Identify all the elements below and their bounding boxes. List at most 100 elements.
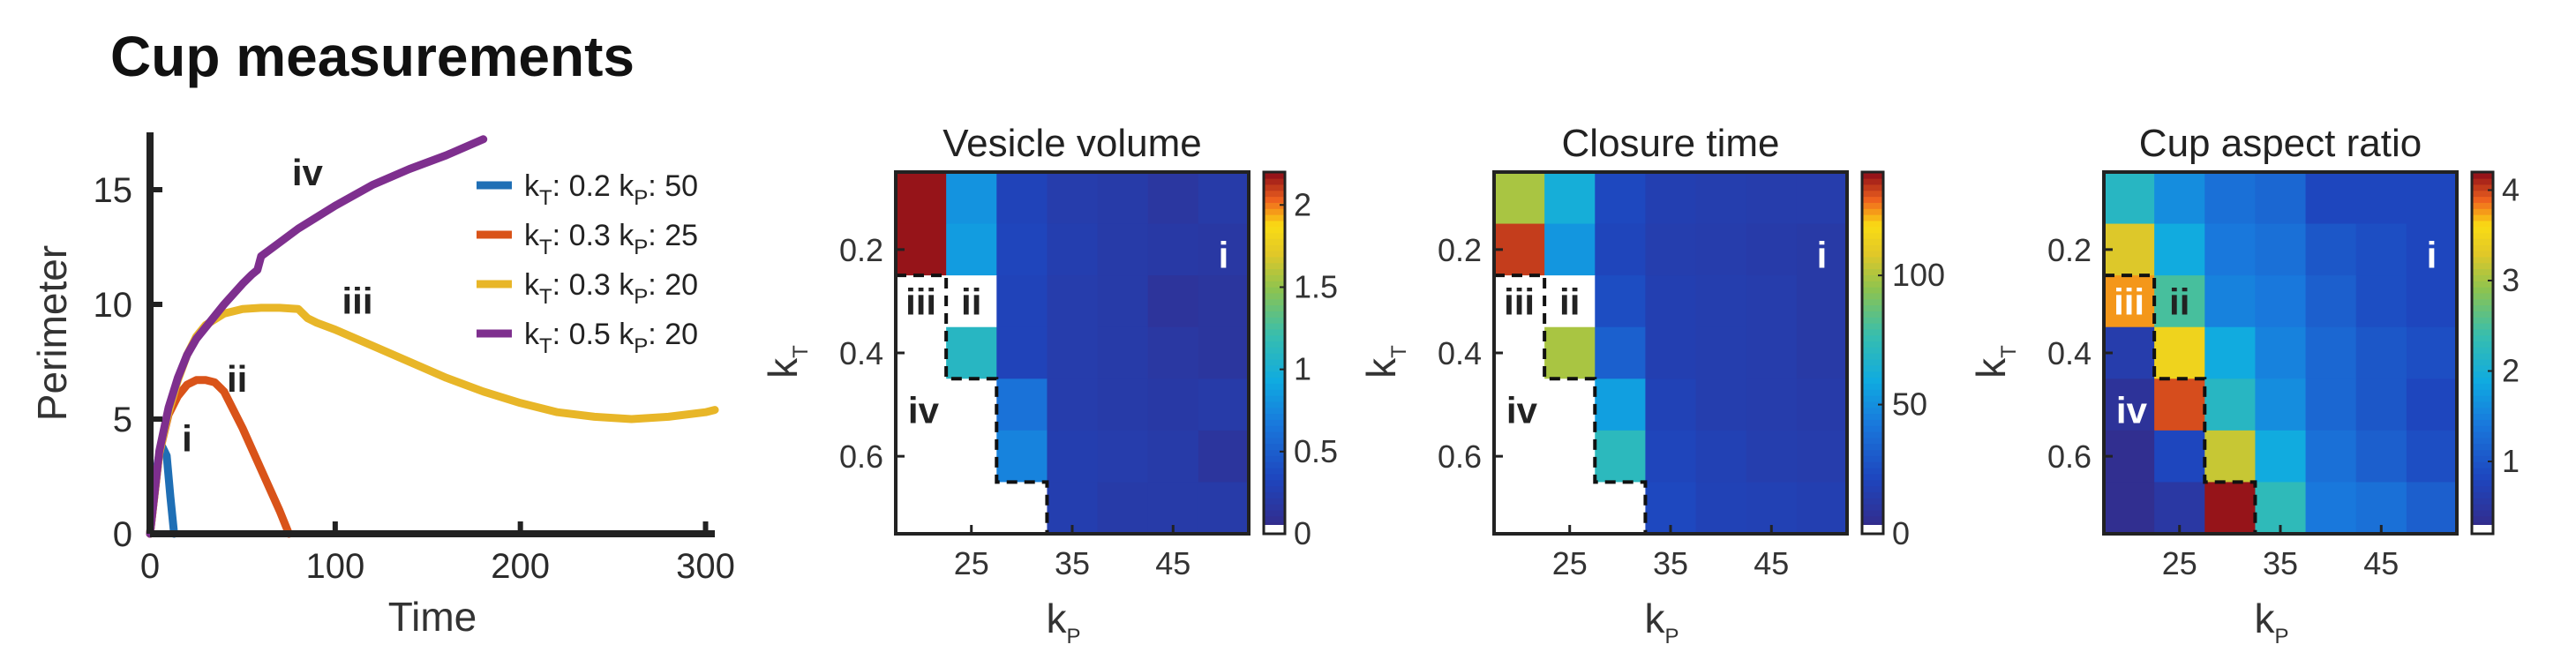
legend-text: : 0.5 k: [552, 318, 635, 351]
legend-subscript: T: [539, 186, 552, 210]
region-label: ii: [2169, 281, 2189, 322]
colorbar-segment: [2472, 250, 2493, 258]
colorbar-segment: [1264, 407, 1285, 415]
heatmap-cell: [1097, 172, 1149, 225]
legend-entry: kT: 0.3 kP: 25: [524, 219, 698, 259]
heatmap-cell: [1147, 172, 1199, 225]
colorbar-segment: [1862, 268, 1883, 275]
colorbar-segment: [2472, 491, 2493, 498]
region-label: iv: [2116, 389, 2148, 431]
colorbar-segment: [1264, 322, 1285, 330]
colorbar-segment: [2472, 328, 2493, 336]
heatmap-cell: [1198, 326, 1250, 379]
colorbar-segment: [2472, 286, 2493, 294]
region-boundary: [2104, 274, 2257, 534]
colorbar-segment: [1862, 311, 1883, 318]
legend-text: k: [524, 219, 540, 252]
colorbar-segment: [1264, 268, 1285, 275]
heatmap-cell: [2255, 223, 2307, 276]
heatmap-cell: [2406, 172, 2458, 225]
colorbar-segment: [1264, 498, 1285, 505]
heatmap-cell: [2255, 326, 2307, 379]
colorbar-segment: [1862, 298, 1883, 306]
colorbar-segment: [2472, 347, 2493, 354]
x-tick-label: 45: [1754, 545, 1789, 581]
x-axis-label-sub: P: [1664, 625, 1679, 648]
y-axis-label: kT: [1968, 345, 2021, 378]
colorbar-segment: [2472, 358, 2493, 366]
colorbar-segment: [1264, 503, 1285, 511]
heatmap-cell: [1746, 275, 1798, 328]
heatmap-cell: [2355, 275, 2407, 328]
y-axis-label-k: k: [1968, 357, 2014, 378]
colorbar-segment: [1264, 311, 1285, 318]
heatmap-cell: [2204, 326, 2257, 379]
colorbar-segment: [1264, 419, 1285, 426]
region-label: iv: [908, 389, 940, 431]
colorbar-segment: [2472, 184, 2493, 191]
legend-text: k: [524, 268, 540, 302]
colorbar-segment: [2472, 419, 2493, 426]
heatmap-cell: [2305, 326, 2357, 379]
heatmap-cell: [2305, 275, 2357, 328]
region-label: iii: [905, 281, 936, 322]
colorbar-segment: [1264, 177, 1285, 185]
x-tick-label: 0: [140, 547, 160, 586]
colorbar-segment: [2472, 334, 2493, 342]
curve-annotation: ii: [227, 358, 247, 400]
legend-subscript: T: [539, 334, 552, 358]
region-label: iv: [1506, 389, 1538, 431]
colorbar-segment: [1862, 389, 1883, 396]
colorbar-segment: [1264, 473, 1285, 481]
colorbar-segment: [1862, 461, 1883, 468]
x-axis-label-sub: P: [1066, 625, 1080, 648]
colorbar-segment: [1862, 292, 1883, 300]
colorbar-segment: [1862, 334, 1883, 342]
heatmap-cell: [1746, 430, 1798, 483]
colorbar-segment: [2472, 498, 2493, 505]
colorbar-segment: [1264, 389, 1285, 396]
colorbar-tick-label: 2: [2502, 353, 2520, 389]
legend-text: k: [524, 169, 540, 203]
colorbar-segment: [1862, 371, 1883, 378]
colorbar-segment: [1264, 371, 1285, 378]
heatmap-cell: [1746, 378, 1798, 431]
heatmap-cell: [1796, 326, 1848, 379]
heatmap-cell: [996, 430, 1048, 483]
colorbar-segment: [1264, 202, 1285, 209]
heatmap-cell: [1494, 482, 1545, 535]
y-tick-label: 0.4: [1438, 335, 1482, 371]
legend-text: : 0.3 k: [552, 268, 635, 302]
heatmap-cell: [1047, 326, 1099, 379]
heatmap-cell: [2355, 223, 2407, 276]
heatmap-cell: [2154, 275, 2205, 328]
colorbar-segment: [1862, 196, 1883, 203]
colorbar-segment: [1862, 262, 1883, 270]
y-tick-label: 0.4: [839, 335, 883, 371]
colorbar-segment: [1862, 304, 1883, 311]
colorbar-tick-label: 0: [1294, 515, 1311, 551]
colorbar-segment: [1862, 274, 1883, 281]
colorbar-segment: [2472, 274, 2493, 281]
colorbar-nan-swatch: [1264, 525, 1285, 534]
y-tick-label: 0.6: [839, 438, 883, 475]
heatmap-cell: [1147, 430, 1199, 483]
heatmap-cell: [2305, 482, 2357, 535]
heatmap-cell: [1645, 223, 1697, 276]
colorbar-segment: [1264, 281, 1285, 288]
y-tick-label: 0.6: [1438, 438, 1482, 475]
colorbar-segment: [1862, 220, 1883, 228]
colorbar-nan-swatch: [2472, 525, 2493, 534]
heatmap-cell: [2204, 275, 2257, 328]
x-tick-label: 35: [1055, 545, 1090, 581]
heatmap-cell: [996, 326, 1048, 379]
heatmap-cell: [1198, 378, 1250, 431]
heatmap-cell: [1047, 223, 1099, 276]
colorbar-segment: [1862, 184, 1883, 191]
colorbar-segment: [1862, 394, 1883, 402]
heatmap-cell: [1695, 378, 1747, 431]
heatmap-cell: [1695, 275, 1747, 328]
heatmap-cell: [2355, 430, 2407, 483]
